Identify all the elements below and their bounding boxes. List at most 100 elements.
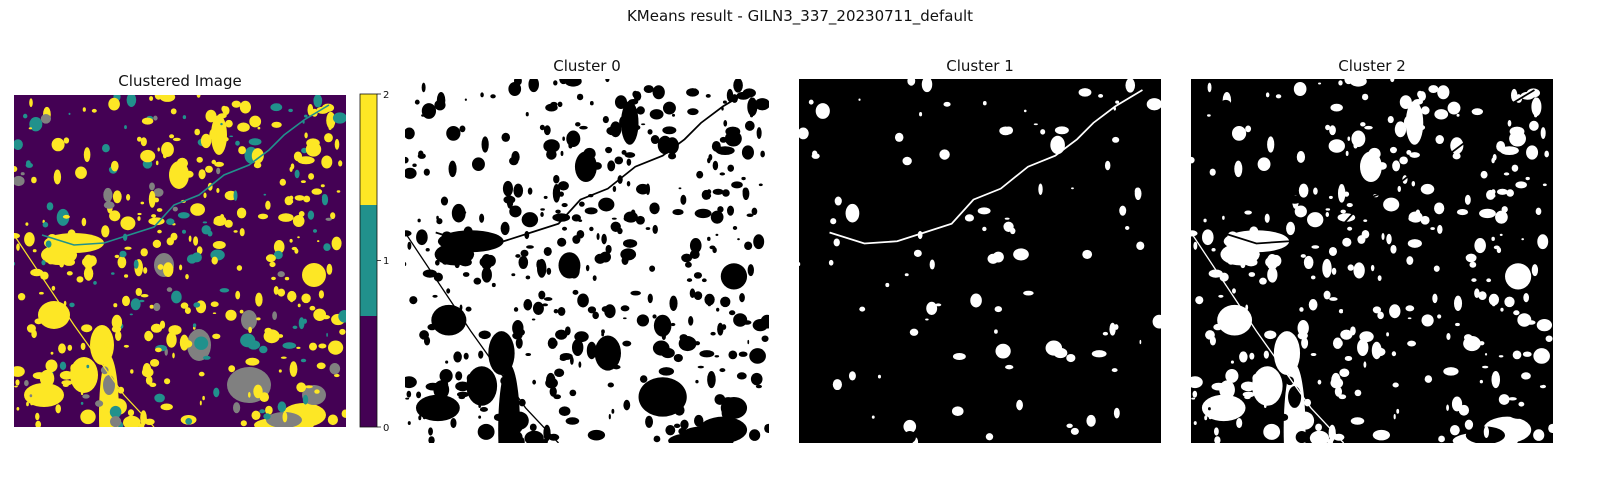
cluster-patch — [168, 325, 182, 335]
cluster-patch — [117, 256, 127, 269]
cluster-patch — [1503, 172, 1510, 176]
cluster-patch — [622, 340, 632, 347]
cluster-patch — [280, 356, 287, 359]
cluster-patch — [982, 226, 987, 232]
cluster-patch — [453, 351, 462, 363]
cluster-patch — [764, 423, 769, 434]
cluster-patch — [1288, 195, 1301, 204]
cluster-patch — [464, 98, 467, 101]
cluster-patch — [583, 147, 596, 159]
cluster-patch — [69, 302, 75, 308]
cluster-patch — [545, 103, 558, 112]
cluster-patch — [338, 160, 343, 167]
cluster-patch — [123, 344, 129, 348]
cluster-patch — [1529, 120, 1539, 131]
cluster-patch — [511, 151, 520, 163]
cluster-patch — [502, 180, 513, 197]
cluster-patch — [1351, 130, 1366, 147]
cluster-patch — [1406, 150, 1412, 155]
cluster-patch — [479, 213, 485, 223]
cluster-patch — [157, 229, 162, 234]
cluster-patch — [68, 112, 71, 115]
cluster-patch — [157, 147, 160, 152]
cluster-patch — [123, 415, 141, 427]
cluster-patch — [678, 427, 687, 435]
cluster-patch — [1406, 256, 1414, 265]
cluster-patch — [633, 91, 642, 102]
cluster-patch — [665, 425, 676, 436]
cluster-patch — [1403, 115, 1413, 129]
cluster-patch — [554, 368, 565, 377]
cluster-patch — [1363, 361, 1367, 368]
cluster-patch — [1405, 100, 1424, 145]
cluster-patch — [1309, 430, 1330, 443]
cluster-patch — [294, 195, 305, 201]
cluster-patch — [571, 338, 584, 357]
cluster-patch — [462, 272, 470, 277]
cluster-patch — [185, 170, 194, 178]
cluster-patch — [539, 124, 545, 131]
cluster-patch — [1330, 377, 1344, 389]
cluster-patch — [686, 278, 693, 282]
cluster-2-mask-image — [1191, 79, 1553, 443]
cluster-patch — [598, 197, 615, 212]
cluster-patch — [479, 407, 488, 412]
cluster-patch — [1338, 309, 1344, 314]
cluster-patch — [555, 329, 568, 340]
cluster-patch — [263, 413, 271, 420]
cluster-patch — [325, 217, 332, 221]
cluster-patch — [290, 163, 295, 170]
cluster-patch — [277, 288, 286, 297]
cluster-patch — [445, 360, 449, 364]
cluster-patch — [412, 163, 417, 168]
cluster-patch — [102, 144, 110, 153]
cluster-patch — [1004, 217, 1010, 220]
cluster-patch — [555, 209, 561, 214]
cluster-patch — [151, 214, 157, 218]
cluster-patch — [738, 351, 748, 357]
cluster-patch — [83, 266, 94, 281]
cluster-patch — [1511, 88, 1518, 102]
cluster-patch — [1066, 353, 1076, 363]
cluster-patch — [1498, 394, 1510, 405]
cluster-patch — [1364, 125, 1373, 130]
cluster-patch — [926, 301, 938, 315]
cluster-patch — [1372, 429, 1390, 441]
cluster-patch — [111, 272, 115, 275]
cluster-patch — [1409, 152, 1420, 158]
cluster-patch — [605, 146, 613, 154]
cluster-patch — [219, 288, 230, 293]
cluster-patch — [149, 182, 155, 191]
cluster-patch — [964, 214, 975, 222]
cluster-patch — [1205, 330, 1215, 340]
cluster-patch — [1520, 91, 1535, 100]
cluster-patch — [611, 217, 617, 220]
cluster-patch — [1125, 79, 1136, 93]
colorbar-segment-1 — [360, 205, 377, 316]
cluster-patch — [1535, 372, 1547, 386]
cluster-patch — [1231, 288, 1236, 294]
cluster-patch — [1264, 330, 1277, 340]
cluster-patch — [229, 135, 234, 138]
cluster-patch — [1512, 350, 1522, 360]
cluster-patch — [1195, 296, 1204, 305]
cluster-patch — [902, 156, 912, 166]
cluster-patch — [66, 271, 73, 276]
cluster-patch — [668, 152, 677, 160]
cluster-patch — [951, 252, 974, 279]
cluster-patch — [1408, 215, 1422, 223]
cluster-patch — [693, 272, 703, 279]
cluster-patch — [478, 350, 484, 359]
cluster-patch — [1464, 419, 1474, 430]
cluster-patch — [39, 369, 55, 388]
cluster-patch — [273, 286, 279, 295]
cluster-patch — [1394, 121, 1407, 138]
cluster-patch — [662, 126, 677, 135]
cluster-patch — [321, 194, 329, 206]
cluster-patch — [172, 206, 178, 212]
cluster-patch — [235, 290, 241, 300]
cluster-patch — [982, 101, 987, 106]
cluster-patch — [1390, 244, 1397, 254]
cluster-patch — [1342, 306, 1351, 316]
cluster-patch — [1009, 227, 1016, 235]
